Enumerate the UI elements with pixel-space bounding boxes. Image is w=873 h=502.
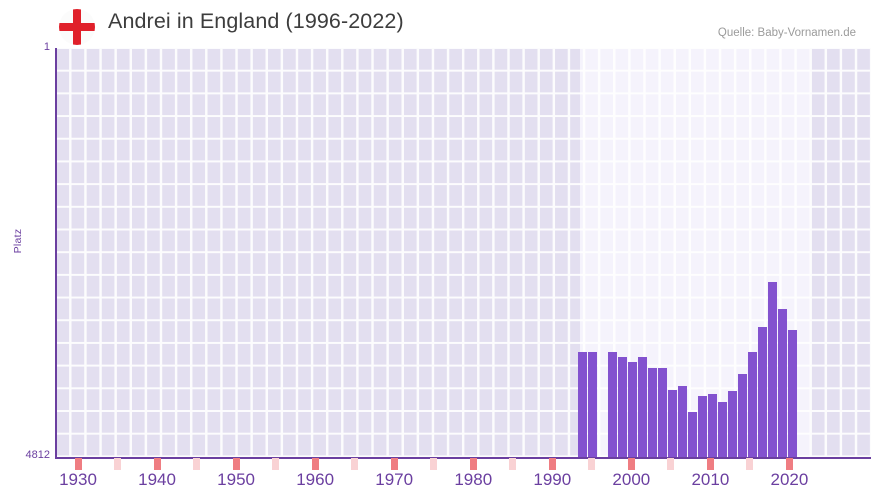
plot-area	[55, 48, 871, 457]
bar-1997[interactable]	[588, 352, 597, 457]
y-axis-bottom-label: 4812	[25, 449, 50, 461]
x-axis-label-1960: 1960	[296, 470, 335, 489]
x-axis-label-2010: 2010	[691, 470, 730, 489]
y-axis-line	[55, 48, 57, 458]
bar-2010[interactable]	[718, 402, 727, 457]
bar-1996[interactable]	[578, 352, 587, 457]
bar-2002[interactable]	[638, 357, 647, 457]
x-axis-line	[55, 457, 871, 459]
x-axis-labels: 1930 1940 1950 1960 1970 1980 1990 2000 2010 2020	[0, 470, 873, 500]
chart-header: Andrei in England (1996-2022) Quelle: Ba…	[0, 0, 873, 46]
x-axis-ticks	[55, 458, 871, 470]
x-tick-2020	[785, 458, 793, 470]
bar-2007[interactable]	[688, 412, 697, 457]
bar-2004[interactable]	[658, 368, 667, 457]
x-axis-label-2000: 2000	[612, 470, 651, 489]
x-axis-label-1990: 1990	[533, 470, 572, 489]
x-tick-1975	[430, 458, 438, 470]
bar-2011[interactable]	[728, 391, 737, 457]
x-axis-label-1940: 1940	[138, 470, 176, 489]
plot-gridlines	[55, 48, 871, 457]
x-tick-1995	[588, 458, 596, 470]
x-tick-1955	[272, 458, 280, 470]
x-tick-1970	[390, 458, 398, 470]
x-tick-1965	[351, 458, 359, 470]
bar-1999[interactable]	[608, 352, 617, 457]
bar-2008[interactable]	[698, 396, 707, 457]
x-axis-label-1970: 1970	[375, 470, 414, 489]
y-axis-top-label: 1	[43, 41, 50, 53]
x-tick-1945	[193, 458, 201, 470]
x-tick-2010	[706, 458, 714, 470]
bar-2005[interactable]	[668, 390, 677, 457]
bar-2015[interactable]	[768, 282, 777, 457]
x-tick-2005	[667, 458, 675, 470]
x-tick-1950	[232, 458, 240, 470]
x-tick-1990	[548, 458, 556, 470]
x-axis-label-1930: 1930	[59, 470, 97, 489]
source-label: Quelle: Baby-Vornamen.de	[717, 27, 856, 39]
x-axis-label-1980: 1980	[454, 470, 493, 489]
bar-2013[interactable]	[748, 352, 757, 457]
bar-2006[interactable]	[678, 386, 687, 457]
bar-2009[interactable]	[708, 394, 717, 457]
y-axis-title: Platz	[12, 228, 24, 254]
x-tick-1935	[114, 458, 122, 470]
bar-series	[55, 48, 871, 457]
x-tick-2015	[746, 458, 754, 470]
bar-2012[interactable]	[738, 374, 747, 457]
bar-2001[interactable]	[628, 362, 637, 457]
chart-title: Andrei in England (1996-2022)	[108, 9, 404, 33]
x-tick-2000	[627, 458, 635, 470]
x-axis-label-2020: 2020	[770, 470, 809, 489]
bar-2014[interactable]	[758, 327, 767, 457]
x-tick-1985	[509, 458, 517, 470]
x-tick-1930	[74, 458, 82, 470]
bar-2016[interactable]	[778, 309, 787, 457]
x-tick-1980	[469, 458, 477, 470]
x-axis-label-1950: 1950	[217, 470, 255, 489]
bar-2000[interactable]	[618, 357, 627, 457]
bar-2017[interactable]	[788, 330, 797, 457]
flag-cross-vertical	[73, 9, 81, 45]
x-tick-1940	[153, 458, 161, 470]
x-tick-1960	[311, 458, 319, 470]
england-flag-icon	[59, 9, 95, 45]
bar-2003[interactable]	[648, 368, 657, 457]
